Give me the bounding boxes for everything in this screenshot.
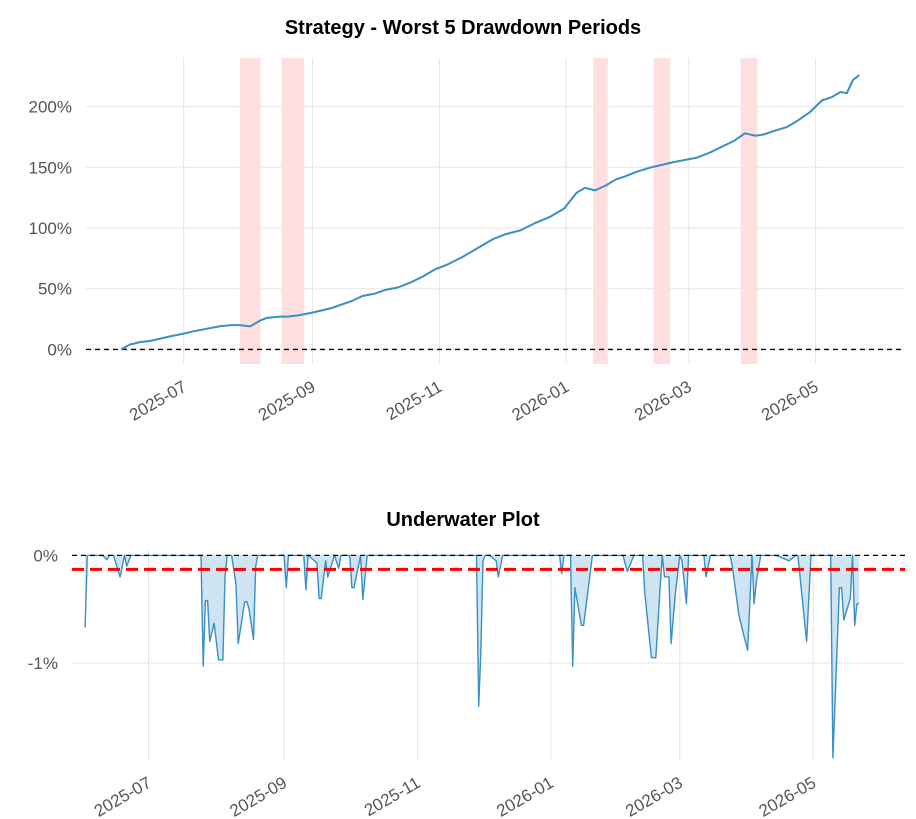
- drawdown-period-shade: [239, 58, 261, 364]
- x-tick-label: 2025-09: [255, 377, 319, 425]
- drawdown-line: [84, 554, 860, 759]
- x-tick-label: 2025-11: [361, 773, 423, 819]
- x-tick-label: 2025-11: [383, 377, 445, 424]
- x-tick-label: 2026-01: [509, 377, 573, 425]
- chart-title: Underwater Plot: [386, 509, 540, 531]
- underwater-chart: Underwater Plot 2025-07 2025-09 2025-11 202…: [28, 509, 905, 819]
- drawdown-period-shade: [281, 58, 305, 364]
- y-tick-label: 0%: [33, 546, 58, 565]
- y-tick-label: 0%: [47, 340, 72, 359]
- strategy-drawdown-chart: Strategy - Worst 5 Drawdown Periods 2025…: [29, 17, 905, 425]
- x-tick-label: 2026-03: [622, 773, 686, 819]
- drawdown-period-shade: [653, 58, 671, 364]
- x-tick-label: 2025-09: [227, 773, 291, 819]
- chart-title: Strategy - Worst 5 Drawdown Periods: [285, 17, 641, 39]
- drawdown-period-shade: [593, 58, 608, 364]
- x-tick-label: 2025-07: [126, 377, 190, 425]
- y-tick-label: 200%: [29, 98, 72, 117]
- x-tick-label: 2026-01: [493, 773, 557, 819]
- y-tick-label: 150%: [29, 158, 72, 177]
- y-tick-label: 100%: [29, 219, 72, 238]
- x-tick-label: 2026-05: [756, 773, 820, 819]
- cumulative-returns-line: [120, 74, 860, 351]
- y-tick-label: 50%: [38, 280, 72, 299]
- x-tick-label: 2026-03: [631, 377, 695, 425]
- x-tick-label: 2026-05: [758, 377, 822, 425]
- drawdown-period-shade: [740, 58, 758, 364]
- y-tick-label: -1%: [28, 654, 58, 673]
- x-tick-label: 2025-07: [91, 773, 155, 819]
